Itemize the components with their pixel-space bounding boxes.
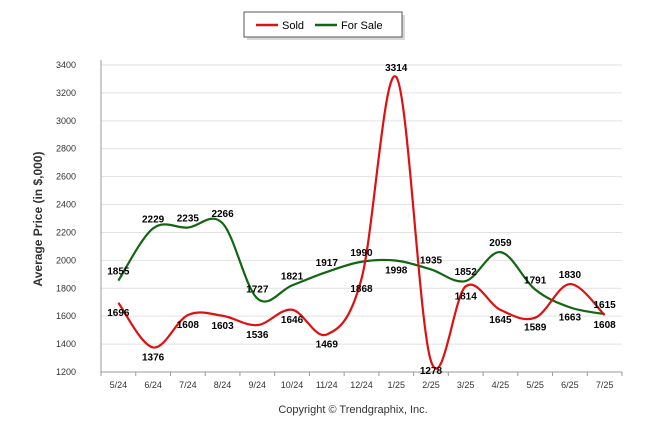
for-sale-data-label: 1852 bbox=[455, 267, 478, 278]
x-tick-label: 4/25 bbox=[492, 380, 510, 390]
sold-data-label: 1603 bbox=[211, 321, 234, 332]
sold-data-label: 1696 bbox=[107, 308, 130, 319]
sold-data-label: 3314 bbox=[385, 63, 408, 74]
for-sale-data-label: 1615 bbox=[594, 300, 617, 311]
for-sale-data-label: 2266 bbox=[211, 209, 234, 220]
x-tick-label: 9/24 bbox=[249, 380, 267, 390]
legend-label-for-sale: For Sale bbox=[341, 20, 383, 32]
for-sale-data-label: 1791 bbox=[524, 276, 547, 287]
y-tick-label: 2400 bbox=[56, 200, 76, 210]
sold-data-label: 1868 bbox=[350, 284, 373, 295]
sold-series-line bbox=[117, 75, 606, 370]
y-tick-label: 2000 bbox=[56, 255, 76, 265]
x-tick-label: 8/24 bbox=[214, 380, 232, 390]
y-tick-label: 3000 bbox=[56, 116, 76, 126]
for-sale-data-label: 2235 bbox=[177, 214, 200, 225]
chart-legend: Sold For Sale bbox=[243, 11, 405, 40]
sold-data-label: 1646 bbox=[281, 315, 304, 326]
x-tick-label: 10/24 bbox=[281, 380, 304, 390]
x-tick-label: 6/25 bbox=[561, 380, 579, 390]
y-tick-label: 1600 bbox=[56, 311, 76, 321]
for-sale-data-label: 2229 bbox=[142, 214, 165, 225]
x-tick-label: 7/25 bbox=[596, 380, 614, 390]
x-tick-label: 5/24 bbox=[110, 380, 128, 390]
sold-data-label: 1469 bbox=[316, 339, 339, 350]
x-tick-label: 5/25 bbox=[526, 380, 544, 390]
sold-data-label: 1645 bbox=[489, 315, 512, 326]
y-axis-label: Average Price (in $,000) bbox=[31, 152, 45, 287]
y-tick-label: 2200 bbox=[56, 227, 76, 237]
for-sale-data-label: 1821 bbox=[281, 271, 304, 282]
y-tick-label: 1200 bbox=[56, 367, 76, 377]
sold-data-label: 1814 bbox=[455, 291, 478, 302]
sold-data-label: 1278 bbox=[420, 366, 443, 377]
for-sale-data-label: 1727 bbox=[246, 284, 269, 295]
y-tick-label: 1400 bbox=[56, 339, 76, 349]
legend-label-sold: Sold bbox=[282, 20, 304, 32]
for-sale-data-label: 1935 bbox=[420, 255, 443, 266]
for-sale-data-label: 1990 bbox=[350, 248, 373, 259]
for-sale-data-label: 1855 bbox=[107, 267, 130, 278]
for-sale-data-label: 1663 bbox=[559, 312, 582, 323]
series-lines bbox=[117, 75, 606, 370]
x-tick-label: 11/24 bbox=[316, 380, 338, 390]
x-tick-label: 3/25 bbox=[457, 380, 475, 390]
y-tick-label: 2600 bbox=[56, 172, 76, 182]
for-sale-data-label: 1998 bbox=[385, 266, 408, 277]
sold-data-label: 1608 bbox=[594, 320, 617, 331]
sold-data-label: 1589 bbox=[524, 323, 547, 334]
y-tick-label: 3200 bbox=[56, 88, 76, 98]
y-tick-label: 3400 bbox=[56, 60, 76, 70]
sold-data-label: 1608 bbox=[177, 320, 200, 331]
for-sale-data-label: 2059 bbox=[489, 238, 512, 249]
sold-data-label: 1376 bbox=[142, 352, 165, 363]
for-sale-series-line bbox=[117, 217, 605, 316]
copyright-footer: Copyright © Trendgraphix, Inc. bbox=[278, 404, 427, 416]
data-labels: 1696 1376 1608 1603 1536 1646 1469 1868 3314 1278… bbox=[107, 63, 616, 377]
sold-data-label: 1536 bbox=[246, 330, 269, 341]
y-tick-label: 2800 bbox=[56, 144, 76, 154]
x-tick-label: 2/25 bbox=[422, 380, 440, 390]
y-tick-label: 1800 bbox=[56, 283, 76, 293]
x-tick-label: 1/25 bbox=[387, 380, 405, 390]
x-tick-label: 12/24 bbox=[350, 380, 373, 390]
for-sale-data-label: 1917 bbox=[316, 258, 339, 269]
sold-data-label: 1830 bbox=[559, 270, 582, 281]
x-tick-label: 6/24 bbox=[144, 380, 162, 390]
chart-axes: 1200 1400 1600 1800 2000 2200 2400 2600 2800 3000… bbox=[56, 60, 623, 390]
x-tick-label: 7/24 bbox=[179, 380, 197, 390]
